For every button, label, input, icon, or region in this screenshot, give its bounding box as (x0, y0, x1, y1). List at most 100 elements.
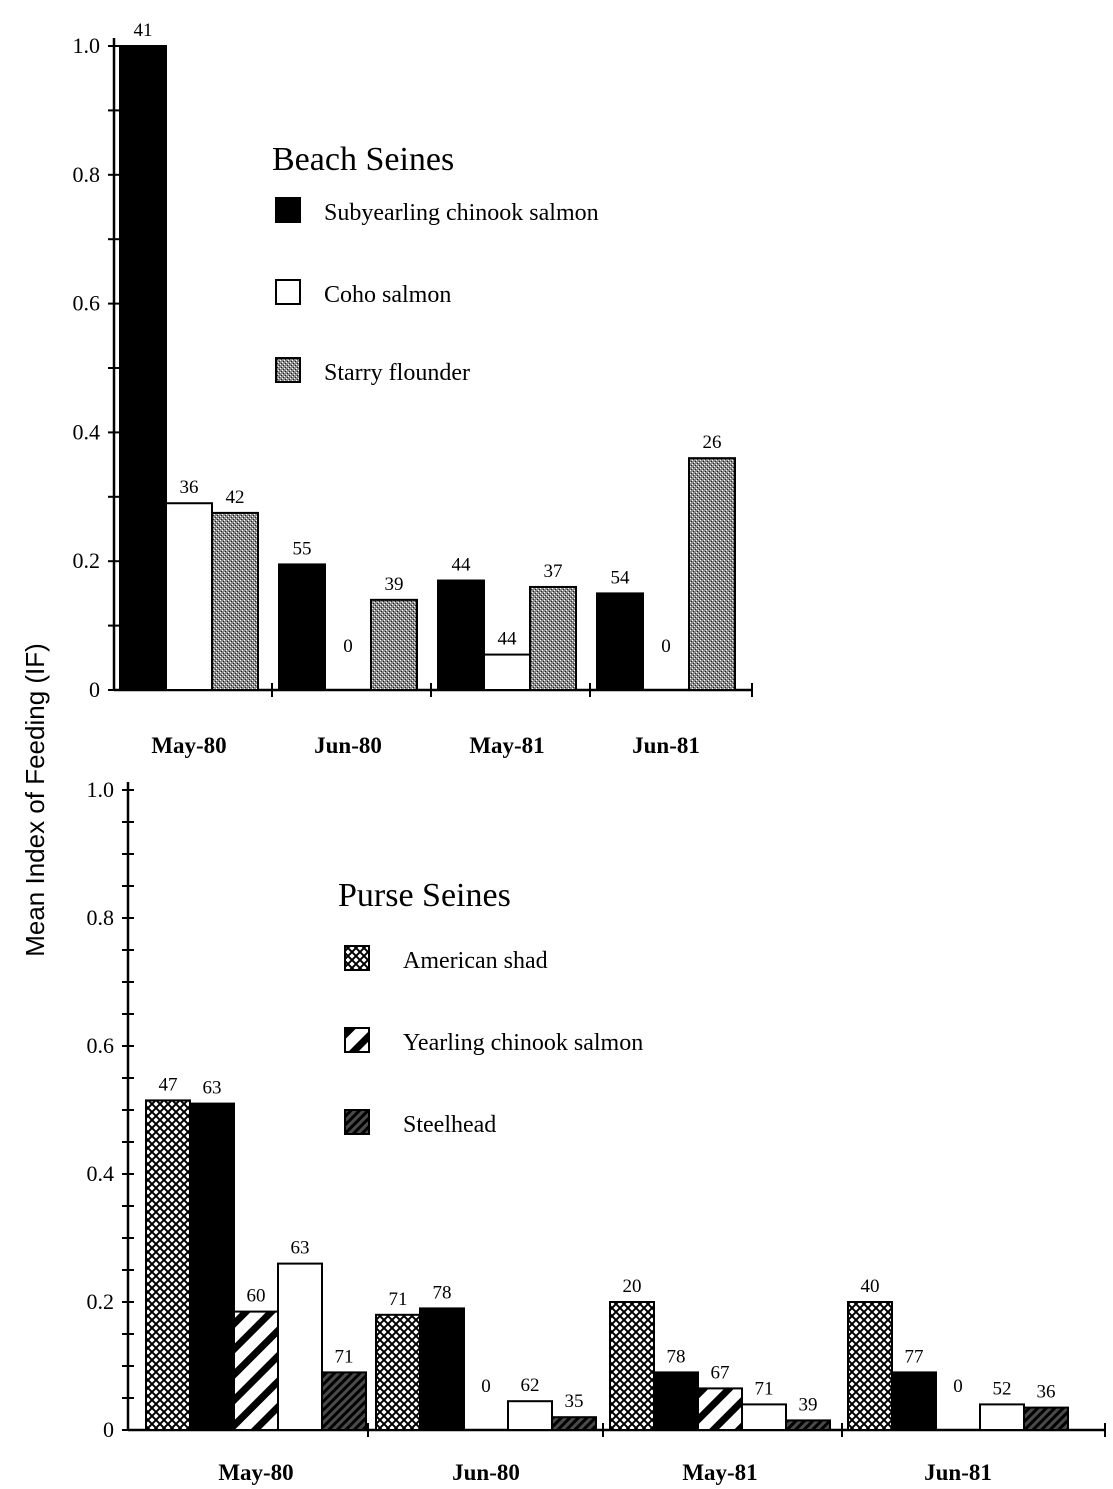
bar (741, 1403, 787, 1432)
bar (321, 1371, 367, 1432)
bar (529, 585, 577, 692)
data-label: 54 (611, 567, 631, 588)
data-label: 35 (565, 1391, 584, 1412)
bar (785, 1419, 831, 1432)
bar (189, 1102, 235, 1431)
y-tick-label: 0.6 (87, 1033, 115, 1058)
data-label: 40 (861, 1276, 880, 1297)
data-label: 55 (293, 538, 312, 559)
y-tick-label: 1.0 (87, 777, 115, 802)
data-label: 60 (247, 1286, 266, 1307)
legend-swatch (344, 1027, 370, 1053)
data-label: 62 (521, 1375, 540, 1396)
beach-seines-chart: 0 0.2 0.4 0.6 0.8 1.0 41 36 42 May-80 55 0 39 Jun-80 4… (73, 20, 753, 758)
bar (653, 1371, 699, 1432)
purse-seines-chart: 0 0.2 0.4 0.6 0.8 1.0 47 63 60 63 71 May-80 71 78 0 62 3… (87, 777, 1106, 1485)
data-label: 39 (385, 574, 404, 595)
bar (211, 511, 259, 692)
legend-title: Beach Seines (272, 141, 454, 178)
bar (688, 457, 736, 691)
data-label: 0 (343, 636, 353, 657)
data-label: 77 (905, 1346, 924, 1367)
bar (847, 1301, 893, 1431)
data-label: 44 (498, 629, 518, 650)
bar (609, 1301, 655, 1431)
data-label: 20 (623, 1276, 642, 1297)
category-label: May-81 (469, 733, 544, 758)
legend-swatch (275, 279, 301, 305)
y-tick-label: 0 (89, 677, 100, 702)
bar (1023, 1406, 1069, 1431)
data-label: 0 (953, 1376, 963, 1397)
legend-swatch (275, 197, 301, 223)
data-label: 78 (433, 1282, 452, 1303)
y-tick-label: 0.8 (73, 162, 101, 187)
bar (507, 1400, 553, 1431)
bar (165, 502, 213, 691)
data-label: 71 (389, 1289, 408, 1310)
data-label: 63 (203, 1078, 222, 1099)
bar (697, 1387, 743, 1432)
category-label: Jun-80 (452, 1460, 520, 1485)
bar (375, 1313, 421, 1432)
data-label: 41 (134, 20, 153, 41)
bar (437, 579, 485, 692)
category-label: Jun-81 (924, 1460, 992, 1485)
category-label: Jun-81 (632, 733, 700, 758)
legend-entry-label: Steelhead (403, 1112, 496, 1138)
y-tick-label: 0 (103, 1417, 114, 1442)
legend: Beach Seines Subyearling chinook salmon Co… (272, 141, 599, 386)
legend-entry-label: American shad (403, 948, 548, 974)
bar (483, 653, 531, 692)
bar (277, 1262, 323, 1431)
y-tick-label: 0.2 (73, 548, 101, 573)
y-axis-label: Mean Index of Feeding (IF) (20, 643, 50, 957)
data-label: 67 (711, 1362, 730, 1383)
legend-swatch (275, 357, 301, 383)
data-label: 71 (335, 1346, 354, 1367)
y-tick-label: 0.2 (87, 1289, 115, 1314)
legend-entry-label: Subyearling chinook salmon (324, 200, 599, 226)
bar (891, 1371, 937, 1432)
bar (278, 563, 326, 691)
bar (233, 1310, 279, 1431)
y-tick-label: 0.8 (87, 905, 115, 930)
category-label: Jun-80 (314, 733, 382, 758)
legend-swatch (344, 945, 370, 971)
category-label: May-81 (682, 1460, 757, 1485)
data-label: 36 (180, 477, 199, 498)
data-label: 36 (1037, 1382, 1056, 1403)
y-tick-label: 1.0 (73, 33, 101, 58)
data-label: 0 (481, 1376, 491, 1397)
bar (145, 1099, 191, 1432)
legend: Purse Seines American shad Yearling chinoo… (338, 877, 643, 1138)
data-label: 44 (452, 555, 472, 576)
bar (596, 592, 644, 692)
y-tick-label: 0.4 (73, 419, 101, 444)
data-label: 0 (661, 636, 671, 657)
bar (119, 45, 167, 691)
bar (551, 1416, 597, 1431)
data-label: 42 (226, 487, 245, 508)
data-label: 71 (755, 1378, 774, 1399)
data-label: 78 (667, 1346, 686, 1367)
y-tick-label: 0.4 (87, 1161, 115, 1186)
data-label: 39 (799, 1394, 818, 1415)
bar (419, 1307, 465, 1432)
legend-entry-label: Coho salmon (324, 282, 451, 308)
category-label: May-80 (151, 733, 226, 758)
legend-entry-label: Starry flounder (324, 360, 470, 386)
data-label: 63 (291, 1238, 310, 1259)
bar (370, 598, 418, 692)
y-tick-label: 0.6 (73, 291, 101, 316)
category-label: May-80 (218, 1460, 293, 1485)
data-label: 47 (159, 1074, 178, 1095)
legend-swatch (344, 1109, 370, 1135)
data-label: 52 (993, 1378, 1012, 1399)
data-label: 37 (544, 561, 563, 582)
legend-title: Purse Seines (338, 877, 511, 914)
data-label: 26 (703, 432, 722, 453)
legend-entry-label: Yearling chinook salmon (403, 1030, 643, 1056)
bar (979, 1403, 1025, 1432)
